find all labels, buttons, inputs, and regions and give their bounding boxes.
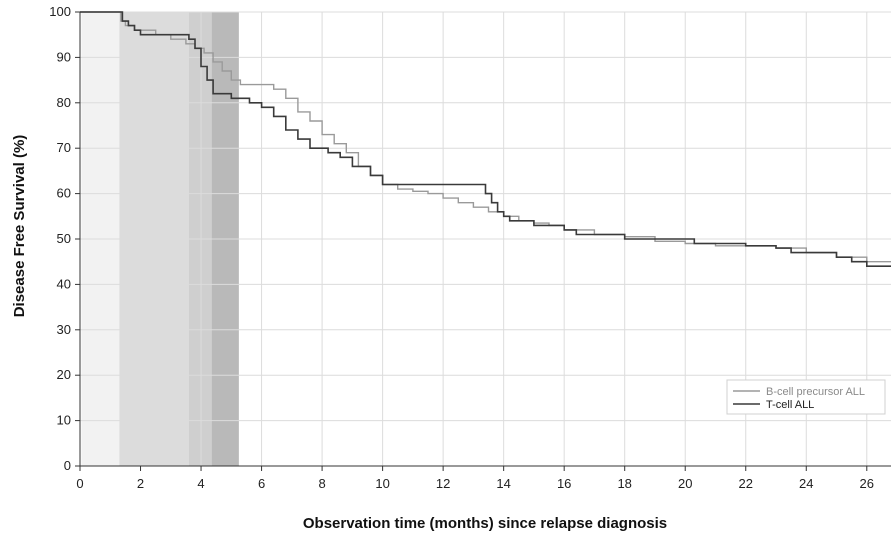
x-tick-label-2: 2 (137, 476, 144, 491)
legend-label-t-cell: T-cell ALL (766, 399, 814, 411)
y-tick-label-40: 40 (57, 276, 71, 291)
x-tick-label-4: 4 (197, 476, 204, 491)
x-tick-label-22: 22 (739, 476, 753, 491)
y-tick-label-100: 100 (49, 4, 71, 19)
x-tick-label-6: 6 (258, 476, 265, 491)
x-tick-label-12: 12 (436, 476, 450, 491)
x-tick-label-8: 8 (318, 476, 325, 491)
legend-label-b-cell: B-cell precursor ALL (766, 386, 865, 398)
y-tick-label-30: 30 (57, 322, 71, 337)
x-tick-label-20: 20 (678, 476, 692, 491)
x-tick-label-14: 14 (496, 476, 510, 491)
y-axis-title: Disease Free Survival (%) (11, 135, 28, 318)
y-tick-label-60: 60 (57, 186, 71, 201)
y-tick-label-50: 50 (57, 231, 71, 246)
x-tick-label-10: 10 (375, 476, 389, 491)
series-line-1 (80, 11, 891, 267)
x-tick-label-16: 16 (557, 476, 571, 491)
x-tick-label-18: 18 (617, 476, 631, 491)
y-tick-label-70: 70 (57, 140, 71, 155)
legend: B-cell precursor ALL T-cell ALL (726, 379, 886, 415)
y-tick-label-0: 0 (64, 458, 71, 473)
legend-box (726, 379, 886, 415)
y-tick-label-90: 90 (57, 49, 71, 64)
y-tick-label-20: 20 (57, 367, 71, 382)
y-tick-label-10: 10 (57, 413, 71, 428)
x-tick-label-26: 26 (860, 476, 874, 491)
x-tick-label-24: 24 (799, 476, 813, 491)
x-axis-title: Observation time (months) since relapse … (303, 515, 667, 532)
y-tick-label-80: 80 (57, 95, 71, 110)
x-tick-label-0: 0 (76, 476, 83, 491)
series-lines (80, 11, 891, 267)
